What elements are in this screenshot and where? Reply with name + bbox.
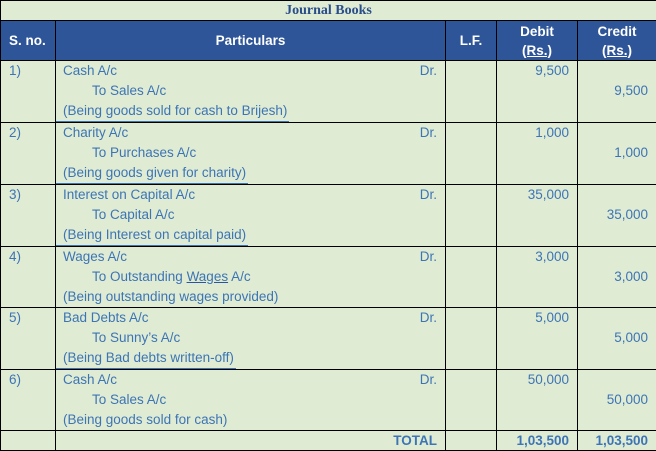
dr-marker: Dr. [420, 308, 437, 328]
entry-debit: 9,500 [497, 61, 578, 123]
dr-marker: Dr. [420, 247, 437, 267]
table-row: 6) Cash A/c Dr. To Sales A/c (Being good… [1, 370, 656, 431]
credit-amount: 5,000 [578, 328, 648, 348]
credit-account: To Sunny’s A/c [56, 328, 445, 348]
entry-debit: 50,000 [497, 370, 578, 431]
dr-marker: Dr. [420, 61, 437, 81]
entry-debit: 1,000 [497, 123, 578, 185]
header-credit-unit: (Rs.) [578, 41, 656, 60]
entry-sno: 1) [1, 61, 56, 123]
narration: (Being goods sold for cash) [56, 410, 445, 430]
header-row: S. no. Particulars L.F. Debit (Rs.) Cred… [1, 21, 656, 61]
debit-account: Wages A/c [56, 247, 445, 267]
credit-account: To Sales A/c [56, 390, 445, 410]
credit-account-prefix: To Outstanding [92, 269, 187, 284]
credit-account-underlined-word: Wages [187, 269, 229, 284]
narration: (Being goods sold for cash to Brijesh) [56, 101, 289, 122]
total-debit: 1,03,500 [497, 431, 578, 451]
entry-sno: 3) [1, 185, 56, 247]
entry-sno: 2) [1, 123, 56, 185]
narration: (Being goods given for charity) [56, 163, 248, 184]
credit-amount: 35,000 [578, 205, 648, 225]
header-debit: Debit (Rs.) [497, 21, 578, 61]
entry-sno: 5) [1, 308, 56, 370]
entry-lf [446, 247, 497, 308]
narration: (Being Interest on capital paid) [56, 225, 248, 246]
total-credit: 1,03,500 [578, 431, 656, 451]
dr-marker: Dr. [420, 185, 437, 205]
entry-lf [446, 61, 497, 123]
narration: (Being Bad debts written-off) [56, 348, 236, 369]
debit-amount: 50,000 [497, 370, 569, 390]
header-sno: S. no. [1, 21, 56, 61]
entry-credit: 35,000 [578, 185, 656, 247]
debit-amount: 3,000 [497, 247, 569, 267]
entry-sno: 6) [1, 370, 56, 431]
credit-account: To Capital A/c [56, 205, 445, 225]
table-row: 5) Bad Debts A/c Dr. To Sunny’s A/c (Bei… [1, 308, 656, 370]
debit-account: Bad Debts A/c [56, 308, 445, 328]
entry-credit: 3,000 [578, 247, 656, 308]
credit-account: To Purchases A/c [56, 143, 445, 163]
entry-credit: 9,500 [578, 61, 656, 123]
debit-amount: 35,000 [497, 185, 569, 205]
entry-particulars: Interest on Capital A/c Dr. To Capital A… [56, 185, 446, 247]
debit-account: Charity A/c [56, 123, 445, 143]
total-label: TOTAL [56, 431, 446, 451]
table-row: 3) Interest on Capital A/c Dr. To Capita… [1, 185, 656, 247]
header-credit: Credit (Rs.) [578, 21, 656, 61]
entry-lf [446, 123, 497, 185]
credit-account: To Sales A/c [56, 81, 445, 101]
entry-sno: 4) [1, 247, 56, 308]
table-row: 2) Charity A/c Dr. To Purchases A/c (Bei… [1, 123, 656, 185]
header-debit-unit: (Rs.) [497, 41, 577, 60]
entry-debit: 3,000 [497, 247, 578, 308]
debit-account: Interest on Capital A/c [56, 185, 445, 205]
credit-account: To Outstanding Wages A/c [56, 267, 445, 287]
dr-marker: Dr. [420, 123, 437, 143]
credit-amount: 3,000 [578, 267, 648, 287]
header-particulars: Particulars [56, 21, 446, 61]
credit-amount: 50,000 [578, 390, 648, 410]
header-lf: L.F. [446, 21, 497, 61]
debit-amount: 5,000 [497, 308, 569, 328]
title-row: Journal Books [1, 1, 656, 21]
entry-lf [446, 185, 497, 247]
total-sno [1, 431, 56, 451]
header-debit-label: Debit [497, 22, 577, 41]
total-lf [446, 431, 497, 451]
entry-credit: 50,000 [578, 370, 656, 431]
debit-account: Cash A/c [56, 61, 445, 81]
entry-lf [446, 308, 497, 370]
debit-amount: 9,500 [497, 61, 569, 81]
table-title: Journal Books [1, 1, 656, 21]
entry-debit: 35,000 [497, 185, 578, 247]
narration: (Being outstanding wages provided) [56, 287, 445, 307]
entry-debit: 5,000 [497, 308, 578, 370]
entry-particulars: Charity A/c Dr. To Purchases A/c (Being … [56, 123, 446, 185]
entry-credit: 5,000 [578, 308, 656, 370]
credit-account-suffix: A/c [228, 269, 251, 284]
entry-particulars: Cash A/c Dr. To Sales A/c (Being goods s… [56, 370, 446, 431]
dr-marker: Dr. [420, 370, 437, 390]
entry-lf [446, 370, 497, 431]
entry-particulars: Wages A/c Dr. To Outstanding Wages A/c (… [56, 247, 446, 308]
entry-credit: 1,000 [578, 123, 656, 185]
debit-account: Cash A/c [56, 370, 445, 390]
entry-particulars: Cash A/c Dr. To Sales A/c (Being goods s… [56, 61, 446, 123]
credit-amount: 9,500 [578, 81, 648, 101]
total-row: TOTAL 1,03,500 1,03,500 [1, 431, 656, 451]
table-row: 1) Cash A/c Dr. To Sales A/c (Being good… [1, 61, 656, 123]
entry-particulars: Bad Debts A/c Dr. To Sunny’s A/c (Being … [56, 308, 446, 370]
credit-amount: 1,000 [578, 143, 648, 163]
table-row: 4) Wages A/c Dr. To Outstanding Wages A/… [1, 247, 656, 308]
header-credit-label: Credit [578, 22, 656, 41]
debit-amount: 1,000 [497, 123, 569, 143]
